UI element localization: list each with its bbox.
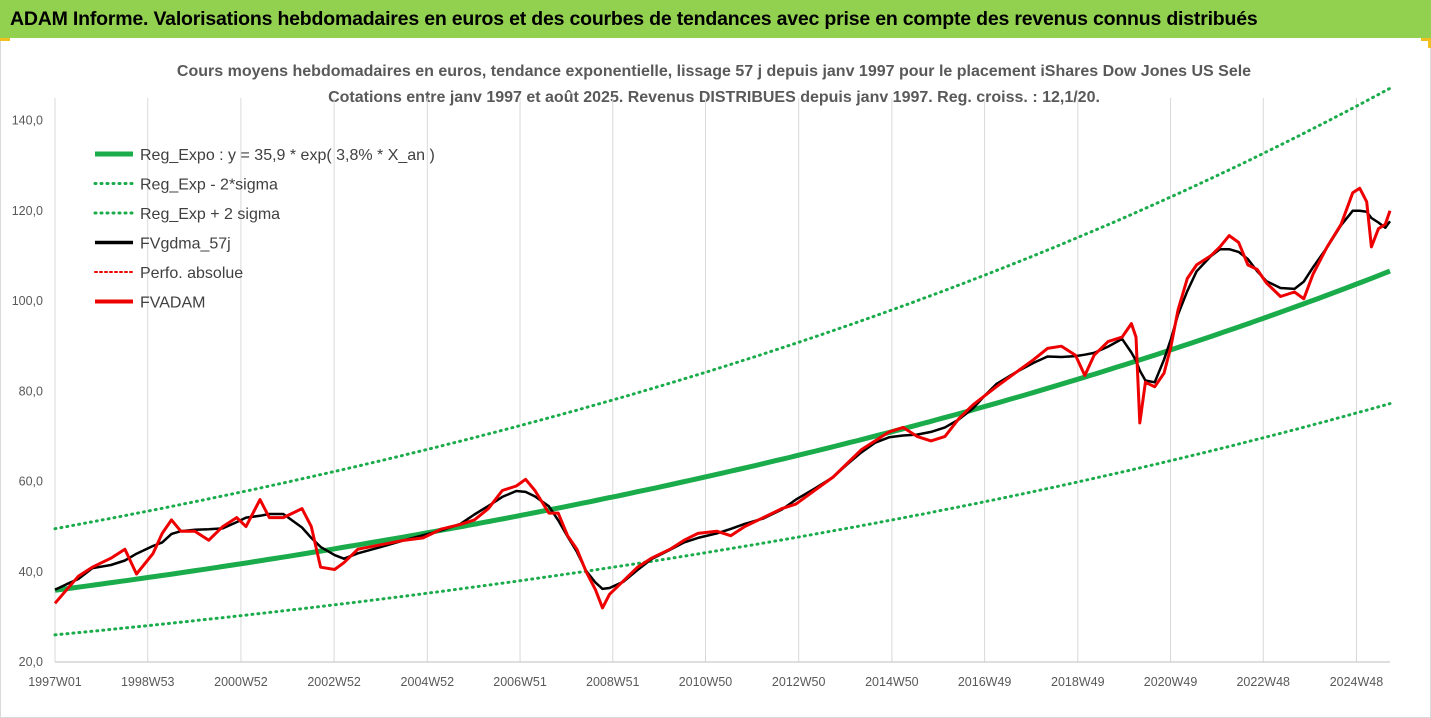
lower-band-line	[53, 402, 1392, 637]
x-tick-label: 1997W01	[28, 675, 82, 689]
corner-mark-right	[1421, 38, 1431, 41]
x-tick-label: 2008W51	[586, 675, 640, 689]
y-tick-label: 100,0	[12, 294, 43, 308]
x-tick-label: 2004W52	[401, 675, 455, 689]
axis-layer: 1997W01 1998W53 2000W52 2002W52 2004W52 2006W…	[12, 114, 1390, 689]
y-tick-label: 60,0	[19, 475, 43, 489]
corner-mark-right-v	[1428, 38, 1431, 48]
report-banner: ADAM Informe. Valorisations hebdomadaire…	[0, 0, 1431, 38]
y-tick-label: 40,0	[19, 565, 43, 579]
x-tick-label: 1998W53	[121, 675, 175, 689]
legend-label: FVgdma_57j	[140, 236, 231, 253]
x-tick-label: 2002W52	[307, 675, 361, 689]
x-tick-label: 2020W49	[1144, 675, 1198, 689]
x-tick-label: 2012W50	[772, 675, 826, 689]
trend-chart: Cours moyens hebdomadaires en euros, ten…	[12, 63, 1392, 689]
legend-label: FVADAM	[140, 295, 205, 312]
upper-band-line	[53, 86, 1392, 531]
legend-label: Reg_Exp - 2*sigma	[140, 177, 278, 194]
x-tick-label: 2022W48	[1236, 675, 1290, 689]
price-line	[53, 186, 1392, 610]
y-tick-label: 120,0	[12, 204, 43, 218]
legend: Reg_Expo : y = 35,9 * exp( 3,8% * X_an )…	[93, 147, 435, 312]
series-layer	[53, 86, 1392, 637]
legend-label: Reg_Expo : y = 35,9 * exp( 3,8% * X_an )	[140, 147, 435, 164]
legend-label: Perfo. absolue	[140, 265, 243, 282]
chart-title-line-1: Cours moyens hebdomadaires en euros, ten…	[177, 63, 1251, 80]
x-tick-label: 2000W52	[214, 675, 268, 689]
regression-line	[54, 268, 1391, 593]
x-tick-label: 2018W49	[1051, 675, 1105, 689]
chart-title-line-2: Cotations entre janv 1997 et août 2025. …	[328, 89, 1100, 106]
x-tick-label: 2016W49	[958, 675, 1012, 689]
banner-title: ADAM Informe. Valorisations hebdomadaire…	[10, 7, 1258, 30]
y-tick-label: 80,0	[19, 384, 43, 398]
x-tick-label: 2006W51	[493, 675, 547, 689]
y-tick-label: 20,0	[19, 655, 43, 669]
x-tick-label: 2024W48	[1330, 675, 1384, 689]
grid-layer	[54, 98, 1357, 662]
legend-label: Reg_Exp + 2 sigma	[140, 206, 280, 223]
x-tick-label: 2010W50	[679, 675, 733, 689]
x-tick-label: 2014W50	[865, 675, 919, 689]
corner-mark-left	[0, 38, 10, 41]
y-tick-label: 140,0	[12, 114, 43, 128]
